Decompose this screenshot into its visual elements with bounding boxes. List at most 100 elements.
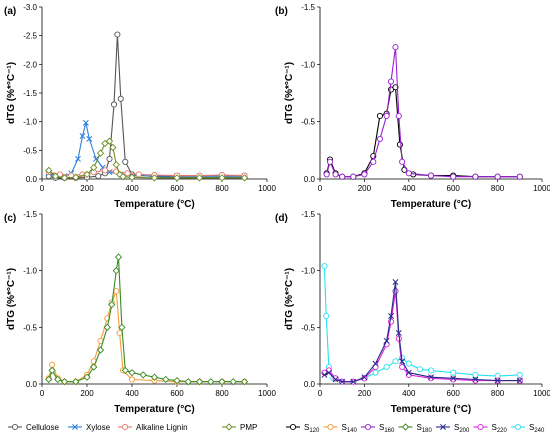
legend-item: S120 [286, 423, 320, 434]
legend-marker [289, 423, 297, 431]
series-1 [321, 263, 523, 385]
series-3 [321, 279, 523, 385]
data-point [75, 155, 81, 162]
data-point [112, 267, 120, 275]
data-point [472, 376, 479, 383]
data-point [114, 253, 123, 261]
x-tick-label: 800 [215, 389, 229, 398]
data-point [472, 371, 479, 378]
legend-marker [121, 423, 129, 431]
data-point [49, 361, 56, 368]
data-point [370, 158, 377, 165]
x-tick-label: 200 [358, 389, 372, 398]
data-point [383, 337, 390, 344]
data-point [405, 360, 412, 367]
data-point [387, 78, 395, 85]
y-tick-label: 0.0 [26, 175, 38, 184]
y-tick-label: 0.0 [304, 175, 316, 184]
legend-item: S140 [323, 423, 358, 434]
data-point [383, 112, 390, 119]
data-point [350, 173, 357, 180]
data-point [122, 158, 129, 165]
data-point [399, 358, 406, 365]
panel-label: (b) [275, 6, 288, 17]
series-line [326, 86, 520, 178]
x-tick-label: 400 [125, 389, 139, 398]
series-line [48, 290, 245, 383]
data-point [372, 360, 379, 367]
legend-marker [327, 423, 334, 431]
legend-label: Xylose [86, 423, 111, 432]
data-point [376, 135, 383, 142]
data-point [516, 377, 523, 384]
data-point [376, 112, 383, 119]
data-point [121, 366, 129, 375]
data-point [60, 174, 69, 182]
data-point [450, 375, 457, 382]
panel-label: (a) [4, 6, 16, 17]
x-tick-label: 800 [491, 389, 505, 398]
series-line [326, 47, 520, 178]
legend-item: Cellulose [8, 423, 59, 432]
x-tick-label: 1000 [533, 184, 550, 193]
legend-right: S120 S140 S160 S180 S200 S220 S240 [286, 423, 545, 434]
data-point [116, 329, 123, 337]
data-point [332, 376, 339, 383]
data-point [109, 143, 117, 152]
data-point [139, 371, 147, 379]
series-1 [323, 84, 523, 180]
series-line [48, 169, 245, 177]
panel-a: 0 200 400 600 800 1000 -3.0 -2.5 -2.0 -1.5 -1.0 -0.… [4, 3, 276, 210]
x-tick-label: 0 [40, 184, 45, 193]
data-point [494, 173, 501, 180]
data-point [82, 119, 89, 126]
data-point [396, 141, 403, 148]
series-1 [45, 31, 248, 181]
data-point [332, 171, 339, 178]
x-tick-label: 200 [358, 184, 372, 193]
y-tick-label: -1.0 [301, 60, 315, 69]
x-tick-label: 800 [491, 184, 505, 193]
legend-item: Alkaline Lignin [118, 423, 188, 432]
legend-item: PMP [222, 423, 257, 432]
data-point [207, 378, 215, 386]
y-tick-label: -1.0 [23, 118, 37, 127]
legend-label: S140 [342, 423, 358, 434]
data-point [395, 330, 402, 336]
data-point [339, 173, 346, 180]
legend-marker [477, 423, 484, 431]
data-point [323, 171, 330, 178]
data-point [117, 95, 124, 102]
data-point [162, 375, 170, 384]
data-point [96, 149, 105, 157]
y-tick-label: -0.5 [301, 118, 315, 127]
data-point [388, 313, 394, 319]
x-tick-label: 0 [318, 184, 323, 193]
x-tick-label: 1000 [533, 389, 550, 398]
data-point [135, 171, 142, 178]
data-point [405, 170, 412, 177]
series-line [48, 257, 245, 383]
series-2 [323, 44, 523, 180]
legend-label: S240 [529, 423, 545, 434]
data-point [86, 135, 93, 142]
data-point [54, 375, 62, 384]
data-point [72, 378, 80, 386]
data-point [339, 378, 346, 385]
y-axis-label: dTG (%*°C⁻¹) [6, 268, 17, 330]
data-point [60, 378, 69, 386]
series-line [324, 281, 520, 383]
data-point [472, 173, 479, 180]
x-axis-label: Temperature (°C) [114, 199, 195, 210]
data-point [113, 288, 120, 295]
data-point [361, 374, 368, 381]
legend-label: Alkaline Lignin [136, 423, 188, 432]
data-point [405, 369, 412, 376]
data-point [321, 371, 328, 378]
legend-marker [364, 423, 372, 431]
x-axis-label: Temperature (°C) [114, 404, 195, 415]
series-line [323, 266, 520, 383]
data-point [392, 84, 399, 91]
series-2 [45, 253, 249, 386]
data-point [383, 363, 390, 371]
